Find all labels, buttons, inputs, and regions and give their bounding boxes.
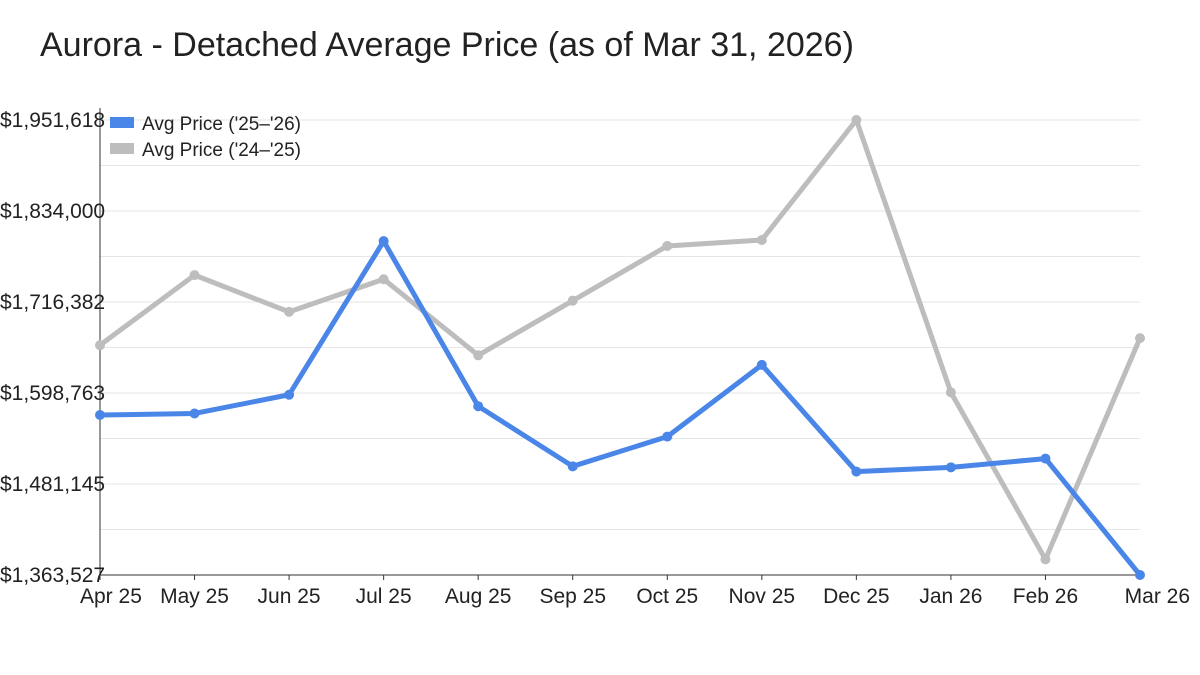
axes xyxy=(99,108,1140,576)
data-point xyxy=(284,389,295,400)
series-lines xyxy=(95,115,1145,580)
legend-swatch xyxy=(110,143,134,154)
y-tick-label: $1,716,382 xyxy=(0,291,105,314)
data-point xyxy=(1135,333,1145,344)
data-point xyxy=(473,401,484,412)
x-tick-label: Jan 26 xyxy=(919,585,982,608)
data-point xyxy=(189,270,200,281)
data-point xyxy=(189,408,200,419)
data-point xyxy=(851,115,862,125)
data-point xyxy=(284,306,295,317)
y-tick-label: $1,481,145 xyxy=(0,473,105,496)
data-point xyxy=(378,274,389,285)
data-point xyxy=(945,387,956,398)
data-point xyxy=(95,340,105,351)
series-line xyxy=(97,238,1143,578)
x-axis-ticks: Apr 25 May 25 Jun 25 Jul 25 Aug 25 Sep 25 Oct … xyxy=(80,575,1190,608)
x-tick-label: Apr 25 xyxy=(80,585,142,608)
x-tick-label: May 25 xyxy=(160,585,229,608)
x-tick-label: Jul 25 xyxy=(356,585,412,608)
gridlines xyxy=(100,119,1140,530)
x-tick-label: Nov 25 xyxy=(729,585,796,608)
y-axis-ticks: $1,951,618 $1,834,000 $1,716,382 $1,598,763… xyxy=(0,109,105,587)
data-point xyxy=(1040,453,1051,464)
legend-label: Avg Price ('25–'26) xyxy=(142,114,301,135)
x-tick-label: Oct 25 xyxy=(636,585,698,608)
data-point xyxy=(567,461,578,472)
data-point xyxy=(1135,570,1145,580)
series-line xyxy=(97,117,1143,562)
data-point xyxy=(851,466,862,477)
x-tick-label: Feb 26 xyxy=(1013,585,1078,608)
legend-swatch xyxy=(110,117,134,128)
legend-label: Avg Price ('24–'25) xyxy=(142,140,301,161)
x-tick-label: Jun 25 xyxy=(258,585,321,608)
y-tick-label: $1,951,618 xyxy=(0,109,105,132)
data-point xyxy=(662,431,673,442)
x-tick-label: Aug 25 xyxy=(445,585,512,608)
data-point xyxy=(1040,554,1051,565)
y-tick-label: $1,363,527 xyxy=(0,564,105,587)
data-point xyxy=(756,359,767,370)
data-point xyxy=(378,236,389,247)
data-point xyxy=(945,462,956,473)
y-tick-label: $1,598,763 xyxy=(0,382,105,405)
x-tick-label: Sep 25 xyxy=(539,585,606,608)
data-point xyxy=(662,240,673,251)
data-point xyxy=(473,350,484,361)
y-tick-label: $1,834,000 xyxy=(0,200,105,223)
data-point xyxy=(567,295,578,306)
data-point xyxy=(756,235,767,246)
x-tick-label: Dec 25 xyxy=(823,585,890,608)
data-point xyxy=(95,410,105,421)
legend: Avg Price ('25–'26) Avg Price ('24–'25) xyxy=(110,114,301,161)
chart-title: Aurora - Detached Average Price (as of M… xyxy=(40,26,854,64)
x-tick-label: Mar 26 xyxy=(1125,585,1190,608)
